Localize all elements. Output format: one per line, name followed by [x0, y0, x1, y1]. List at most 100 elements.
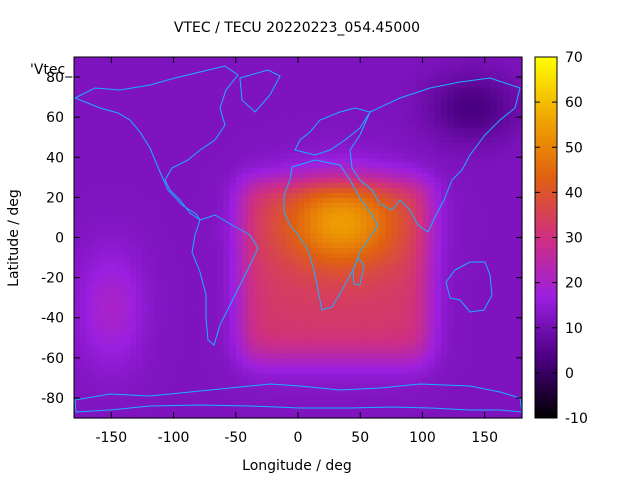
heatmap-cell: [111, 77, 119, 83]
heatmap-cell: [80, 127, 88, 133]
heatmap-cell: [378, 192, 386, 198]
heatmap-cell: [391, 392, 399, 399]
heatmap-cell: [329, 132, 336, 138]
heatmap-cell: [242, 147, 249, 153]
heatmap-cell: [310, 67, 318, 73]
heatmap-cell: [154, 342, 162, 349]
heatmap-cell: [148, 317, 156, 324]
heatmap-cell: [266, 82, 274, 88]
heatmap-cell: [484, 172, 492, 178]
heatmap-cell: [397, 392, 405, 399]
heatmap-cell: [422, 307, 430, 314]
heatmap-cell: [192, 377, 200, 384]
heatmap-cell: [198, 382, 206, 389]
heatmap-cell: [186, 247, 193, 254]
heatmap-cell: [291, 212, 299, 219]
heatmap-cell: [322, 387, 330, 394]
heatmap-cell: [136, 307, 144, 314]
heatmap-cell: [229, 387, 237, 394]
heatmap-cell: [98, 277, 106, 284]
heatmap-cell: [242, 157, 249, 163]
heatmap-cell: [92, 337, 100, 344]
heatmap-cell: [372, 152, 380, 158]
heatmap-cell: [80, 92, 88, 98]
heatmap-cell: [154, 227, 162, 234]
heatmap-cell: [410, 247, 417, 254]
heatmap-cell: [235, 152, 243, 158]
heatmap-cell: [366, 102, 374, 108]
heatmap-cell: [329, 322, 336, 329]
heatmap-cell: [273, 162, 280, 168]
heatmap-cell: [130, 407, 137, 414]
heatmap-cell: [123, 192, 131, 198]
heatmap-cell: [347, 337, 355, 344]
heatmap-cell: [111, 252, 119, 259]
heatmap-cell: [478, 352, 486, 359]
heatmap-cell: [186, 297, 193, 304]
heatmap-cell: [459, 187, 467, 193]
heatmap-cell: [410, 172, 417, 178]
heatmap-cell: [497, 107, 504, 113]
heatmap-cell: [366, 337, 374, 344]
heatmap-cell: [310, 412, 318, 419]
heatmap-cell: [304, 152, 312, 158]
heatmap-cell: [341, 242, 349, 249]
heatmap-cell: [254, 157, 262, 163]
heatmap-cell: [204, 312, 212, 319]
heatmap-cell: [223, 327, 231, 334]
heatmap-cell: [497, 347, 504, 354]
heatmap-cell: [260, 392, 268, 399]
heatmap-cell: [117, 262, 125, 269]
heatmap-cell: [298, 307, 305, 314]
heatmap-cell: [98, 397, 106, 404]
heatmap-cell: [86, 237, 94, 244]
heatmap-cell: [179, 227, 187, 234]
heatmap-cell: [260, 192, 268, 198]
heatmap-cell: [279, 87, 287, 93]
heatmap-cell: [422, 117, 430, 123]
heatmap-cell: [490, 177, 498, 183]
heatmap-cell: [217, 342, 224, 349]
heatmap-cell: [74, 122, 81, 128]
heatmap-cell: [397, 82, 405, 88]
heatmap-cell: [148, 107, 156, 113]
heatmap-cell: [484, 357, 492, 364]
heatmap-cell: [403, 87, 411, 93]
heatmap-cell: [154, 317, 162, 324]
heatmap-cell: [366, 217, 374, 224]
heatmap-cell: [441, 337, 448, 344]
heatmap-cell: [161, 162, 168, 168]
heatmap-cell: [111, 272, 119, 279]
heatmap-cell: [74, 332, 81, 339]
heatmap-cell: [322, 142, 330, 148]
heatmap-cell: [123, 102, 131, 108]
heatmap-cell: [497, 277, 504, 284]
heatmap-cell: [459, 202, 467, 209]
heatmap-cell: [478, 362, 486, 369]
heatmap-cell: [316, 397, 324, 404]
heatmap-cell: [466, 342, 473, 349]
heatmap-cell: [130, 362, 137, 369]
heatmap-cell: [316, 187, 324, 193]
heatmap-cell: [148, 327, 156, 334]
heatmap-cell: [403, 222, 411, 229]
heatmap-cell: [117, 377, 125, 384]
heatmap-cell: [248, 342, 256, 349]
heatmap-cell: [354, 317, 361, 324]
heatmap-cell: [291, 342, 299, 349]
heatmap-cell: [248, 242, 256, 249]
heatmap-cell: [441, 137, 448, 143]
heatmap-cell: [347, 272, 355, 279]
heatmap-cell: [422, 222, 430, 229]
heatmap-cell: [167, 357, 175, 364]
heatmap-cell: [148, 252, 156, 259]
heatmap-cell: [291, 57, 299, 63]
heatmap-cell: [304, 102, 312, 108]
heatmap-cell: [279, 162, 287, 168]
heatmap-cell: [105, 297, 112, 304]
heatmap-cell: [217, 67, 224, 73]
heatmap-cell: [136, 242, 144, 249]
heatmap-cell: [434, 67, 442, 73]
heatmap-cell: [360, 67, 368, 73]
heatmap-cell: [385, 272, 392, 279]
